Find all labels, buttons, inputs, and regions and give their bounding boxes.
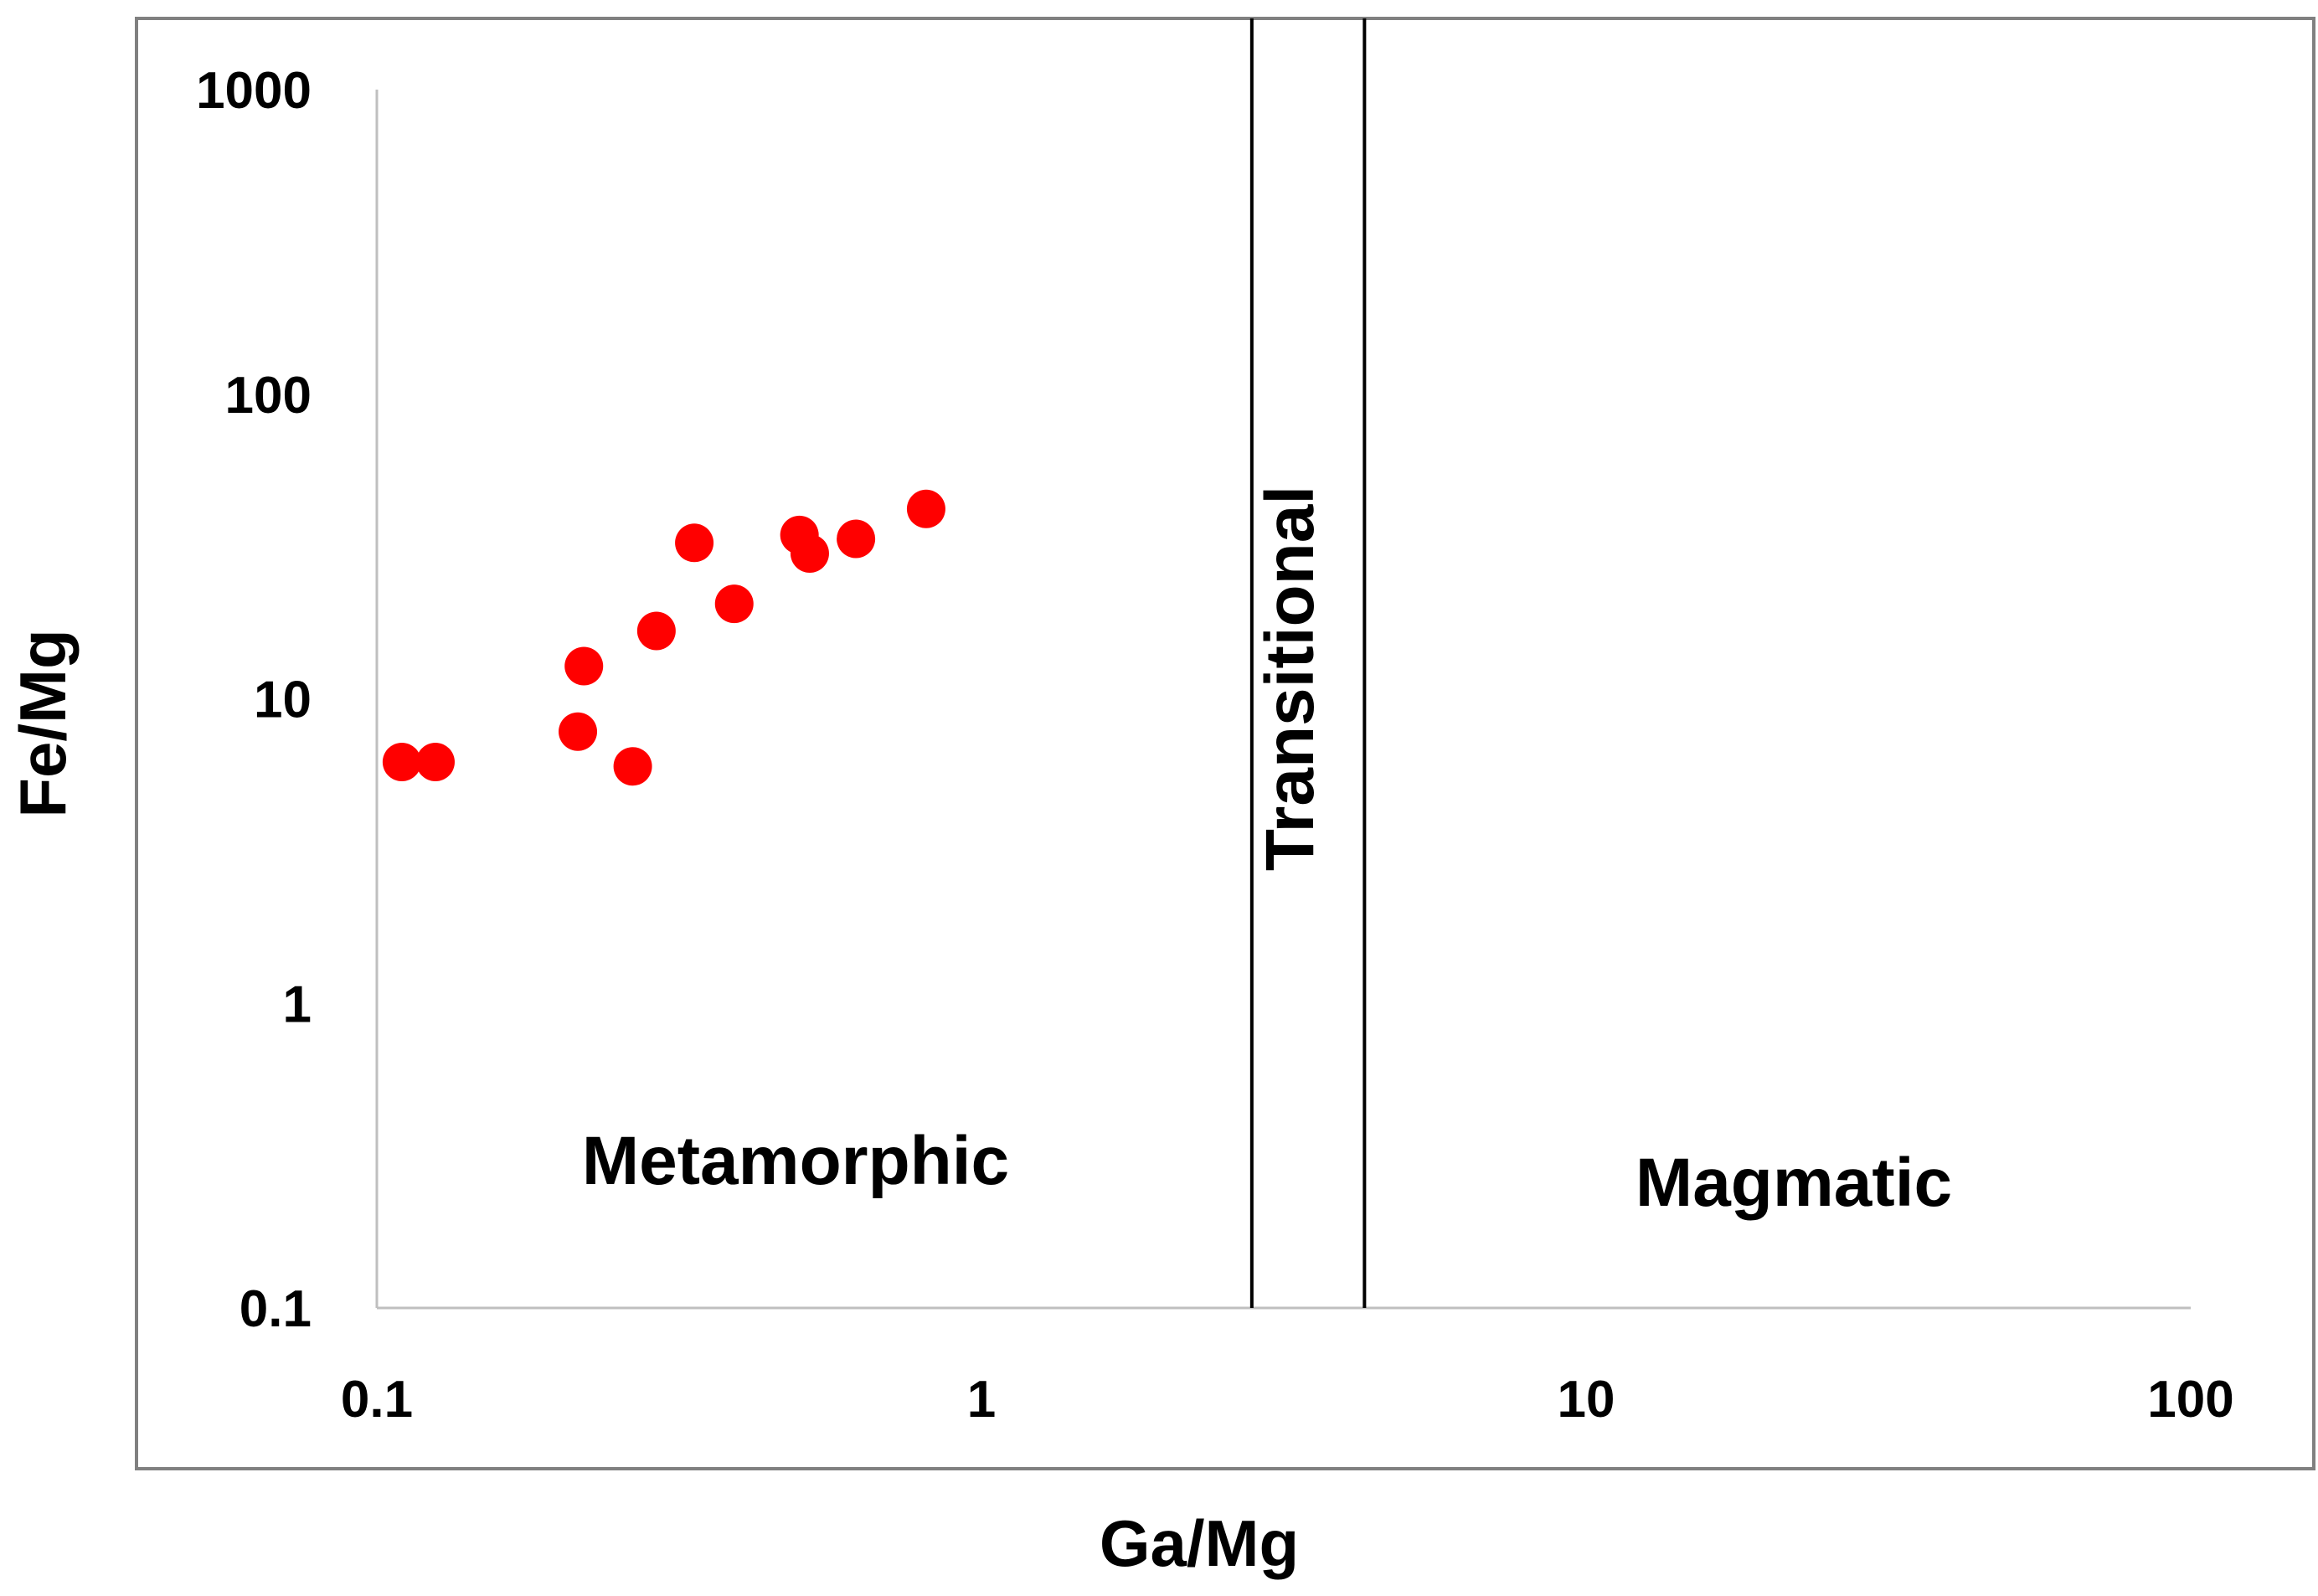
outer-frame (135, 17, 2315, 1470)
x-tick-label: 100 (2147, 1371, 2233, 1429)
y-axis-title: Fe/Mg (6, 629, 80, 817)
y-tick-label: 100 (225, 367, 312, 425)
y-tick-label: 1000 (196, 62, 312, 120)
data-point (636, 611, 676, 651)
data-point (837, 519, 876, 559)
y-tick-label: 1 (283, 976, 312, 1033)
data-point (564, 646, 604, 686)
y-tick-label: 0.1 (240, 1280, 312, 1338)
data-point (906, 489, 945, 528)
data-point (675, 523, 714, 563)
data-point (613, 747, 652, 786)
x-tick-label: 1 (967, 1371, 996, 1429)
x-tick-label: 10 (1558, 1371, 1615, 1429)
data-point (559, 712, 598, 751)
region-label-transitional: Transitional (1252, 486, 1328, 871)
region-label-metamorphic: Metamorphic (582, 1123, 1009, 1199)
data-point (382, 743, 421, 782)
data-point (790, 533, 829, 573)
region-label-magmatic: Magmatic (1635, 1145, 1952, 1221)
x-axis-title: Ga/Mg (1100, 1506, 1299, 1580)
data-point (714, 584, 754, 624)
y-tick-label: 10 (254, 672, 312, 729)
x-tick-label: 0.1 (341, 1371, 413, 1429)
data-point (415, 743, 455, 782)
